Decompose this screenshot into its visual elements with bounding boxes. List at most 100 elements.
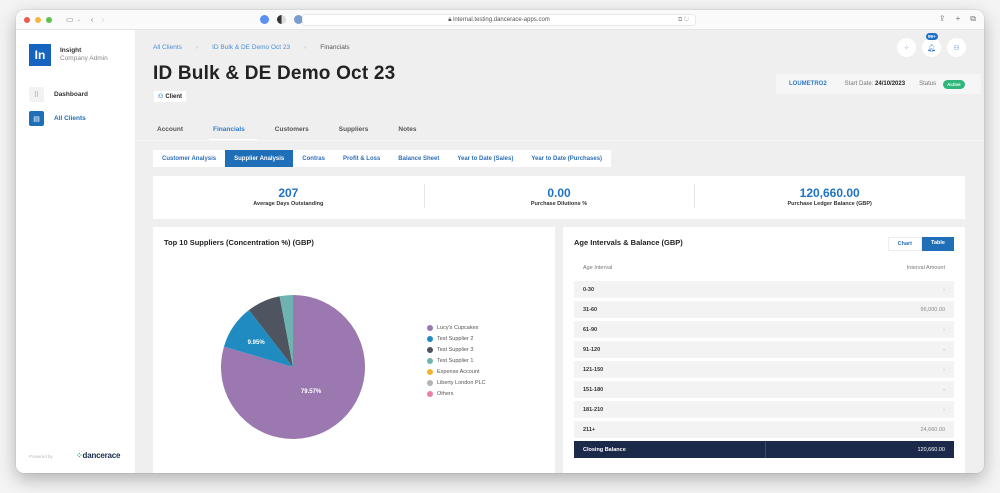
new-tab-icon[interactable]: +: [955, 14, 961, 23]
subtab-customer-analysis[interactable]: Customer Analysis: [162, 155, 217, 162]
subtab-ytd-sales[interactable]: Year to Date (Sales): [457, 155, 514, 162]
age-table: 0-30- 31-60 96,000.00 61-90- 91-120- 121-…: [574, 281, 954, 461]
chip-label: Client: [165, 93, 183, 100]
legend-item[interactable]: Test Supplier 1: [427, 355, 486, 366]
pie-slice[interactable]: [279, 295, 293, 367]
tab-account[interactable]: Account: [157, 126, 183, 133]
browser-window: ▭ ⌄ ‹ › 🔒︎ internal.testing.dancerace-ap…: [16, 10, 984, 473]
app-logo: In: [29, 44, 51, 66]
table-row: 61-90-: [574, 321, 954, 338]
extension-icon[interactable]: [260, 15, 269, 24]
legend-label: Liberty London PLC: [437, 379, 486, 386]
legend-dot-icon: [427, 379, 433, 386]
forward-icon[interactable]: ›: [101, 15, 105, 24]
breadcrumb-separator: ›: [304, 44, 307, 51]
legend-item[interactable]: Test Supplier 3: [427, 344, 486, 355]
table-row: 91-120-: [574, 341, 954, 358]
table-header: Age Interval Interval Amount: [574, 265, 954, 271]
status-label: Status: [919, 81, 937, 87]
table-row: 181-210-: [574, 401, 954, 418]
page-title: ID Bulk & DE Demo Oct 23: [153, 63, 396, 84]
breadcrumb-client[interactable]: ID Bulk & DE Demo Oct 23: [212, 44, 291, 51]
legend-dot-icon: [427, 368, 433, 375]
legend-dot-icon: [427, 324, 433, 331]
financial-subtabs: Customer Analysis Supplier Analysis Cont…: [153, 150, 612, 167]
legend-dot-icon: [427, 390, 433, 397]
subtab-supplier-analysis[interactable]: Supplier Analysis: [225, 150, 294, 167]
tabs-overview-icon[interactable]: ⧉: [970, 14, 976, 23]
legend-label: Test Supplier 3: [437, 346, 474, 353]
kpi-label: Purchase Ledger Balance (GBP): [787, 201, 872, 207]
clients-icon: ▤: [29, 111, 44, 126]
legend-item[interactable]: Liberty London PLC: [427, 377, 486, 388]
card-title: Top 10 Suppliers (Concentration %) (GBP): [164, 238, 314, 247]
column-interval-amount: Interval Amount: [906, 265, 945, 271]
legend-dot-icon: [427, 346, 433, 353]
apps-button[interactable]: ⁘: [897, 38, 916, 57]
subtab-profit-loss[interactable]: Profit & Loss: [342, 155, 381, 162]
back-icon[interactable]: ‹: [90, 15, 94, 24]
table-row: 31-60 96,000.00: [574, 301, 954, 318]
tab-suppliers[interactable]: Suppliers: [338, 126, 369, 133]
subtab-contras[interactable]: Contras: [302, 155, 325, 162]
sidebar-item-all-clients[interactable]: ▤ All Clients: [29, 111, 86, 126]
legend-label: Test Supplier 2: [437, 335, 474, 342]
pie-slice[interactable]: [221, 295, 365, 439]
tab-customers[interactable]: Customers: [274, 126, 309, 133]
kpi-average-days: 207 Average Days Outstanding: [153, 176, 424, 219]
kpi-value: 0.00: [547, 186, 571, 200]
pie-slice[interactable]: [223, 310, 293, 367]
sidebar-item-dashboard[interactable]: ⠿ Dashboard: [29, 87, 88, 102]
chevron-down-icon[interactable]: ⌄: [76, 16, 81, 23]
kpi-value: 207: [278, 186, 299, 200]
age-intervals-card: Age Intervals & Balance (GBP) Chart Tabl…: [563, 227, 965, 473]
brand: In Insight Company Admin: [29, 44, 108, 66]
breadcrumb-separator: ›: [195, 44, 199, 51]
legend-item[interactable]: Others: [427, 388, 486, 399]
supplier-pie-chart[interactable]: 79.57% 9.95%: [213, 287, 373, 447]
close-window-button[interactable]: [24, 16, 30, 23]
lock-icon: 🔒︎: [448, 17, 454, 23]
user-icon: ⚇: [953, 44, 960, 52]
table-row: 151-180-: [574, 381, 954, 398]
tab-notes[interactable]: Notes: [398, 126, 417, 133]
legend-item[interactable]: Expense Account: [427, 366, 486, 377]
maximize-window-button[interactable]: [46, 16, 52, 23]
start-date: Start Date: 24/10/2023: [844, 81, 906, 87]
sidebar-toggle-icon[interactable]: ▭: [66, 15, 74, 24]
profile-button[interactable]: ⚇: [947, 38, 966, 57]
kpi-summary: 207 Average Days Outstanding 0.00 Purcha…: [153, 176, 965, 219]
pie-slice[interactable]: [248, 296, 293, 367]
legend-label: Lucy's Cupcakes: [437, 324, 479, 331]
minimize-window-button[interactable]: [35, 16, 41, 23]
breadcrumb-all-clients[interactable]: All Clients: [153, 44, 182, 51]
kpi-value: 120,660.00: [799, 186, 860, 200]
bell-icon: 🔔︎: [927, 44, 936, 52]
subtab-balance-sheet[interactable]: Balance Sheet: [398, 155, 440, 162]
legend-item[interactable]: Test Supplier 2: [427, 333, 486, 344]
status-badge: Active: [943, 79, 965, 89]
powered-by-label: Powered by: [29, 454, 53, 459]
tab-financials[interactable]: Financials: [209, 126, 257, 140]
extension-icon[interactable]: [294, 15, 303, 24]
chart-view-button[interactable]: Chart: [887, 237, 923, 251]
view-toggle: Chart Table: [887, 237, 954, 251]
pie-data-label: 9.95%: [248, 340, 266, 346]
closing-balance-row: Closing Balance 120,660.00: [574, 441, 954, 458]
subtab-ytd-purchases[interactable]: Year to Date (Purchases): [531, 155, 603, 162]
chart-legend: Lucy's Cupcakes Test Supplier 2 Test Suppl…: [427, 322, 486, 399]
translate-icon[interactable]: ⧉ ↻: [677, 17, 689, 23]
kpi-purchase-dilutions: 0.00 Purchase Dilutions %: [423, 176, 695, 219]
legend-item[interactable]: Lucy's Cupcakes: [427, 322, 486, 333]
client-type-chip: ⚇ Client: [154, 91, 187, 102]
main-content: All Clients › ID Bulk & DE Demo Oct 23 ›…: [136, 30, 984, 473]
contrast-extension-icon[interactable]: [277, 15, 286, 24]
address-bar[interactable]: 🔒︎ internal.testing.dancerace-apps.com ⧉…: [302, 14, 696, 26]
table-view-button[interactable]: Table: [922, 237, 954, 251]
breadcrumb-current: Financials: [320, 44, 350, 51]
legend-label: Test Supplier 1: [437, 357, 474, 364]
notifications-button[interactable]: 🔔︎ 99+: [922, 33, 941, 57]
card-title: Age Intervals & Balance (GBP): [574, 238, 683, 247]
user-icon: ⚇: [158, 94, 164, 100]
share-icon[interactable]: ⇪: [938, 14, 946, 23]
